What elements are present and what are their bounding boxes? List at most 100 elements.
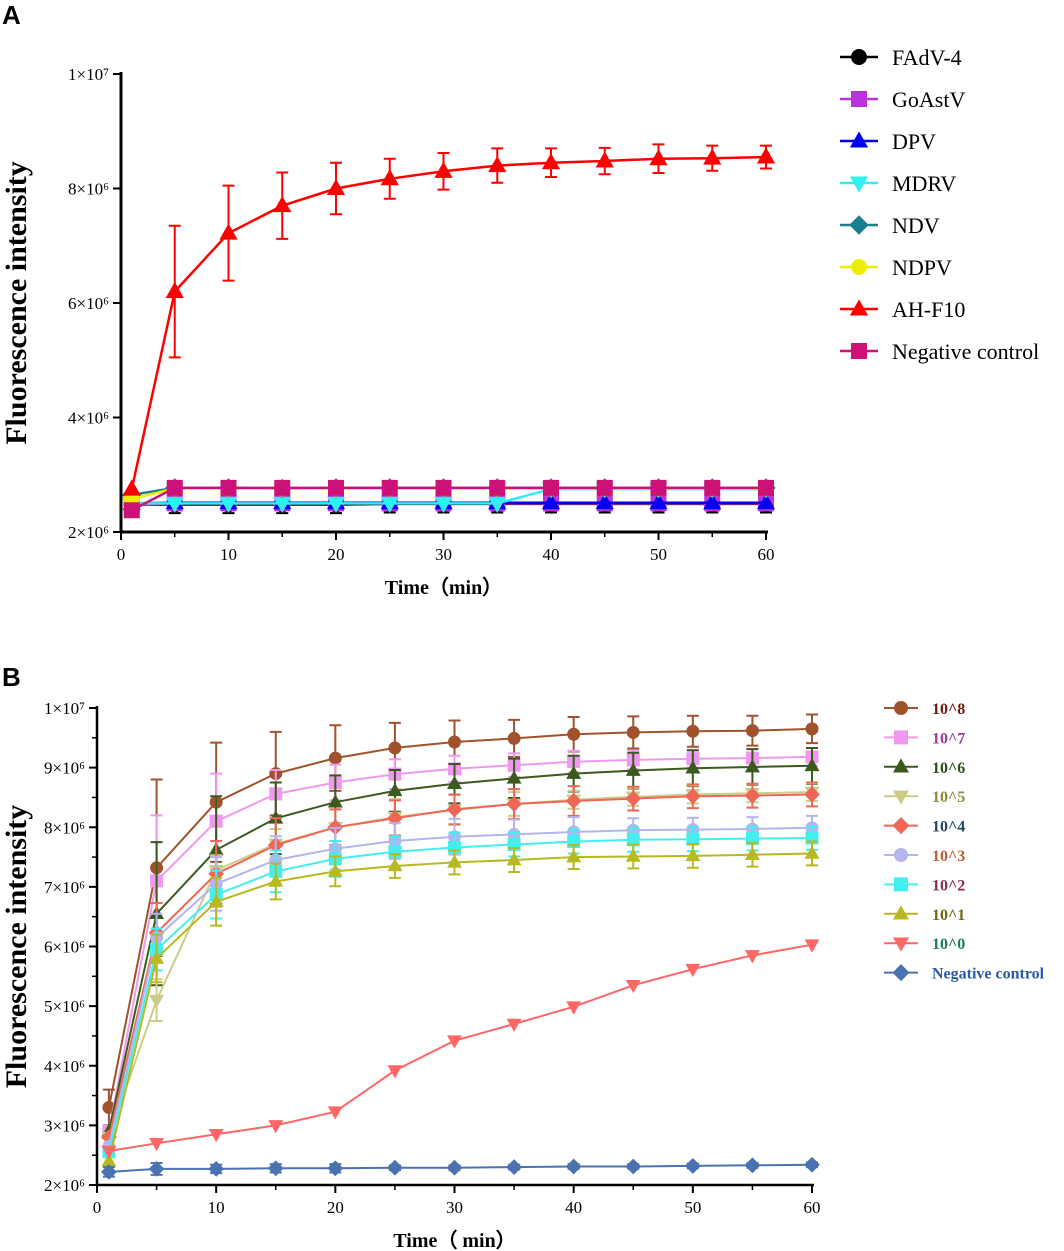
y-tick-label: 5×10⁶ bbox=[44, 997, 85, 1016]
data-point bbox=[685, 760, 701, 774]
legend-label: NDPV bbox=[892, 255, 952, 280]
legend-marker bbox=[849, 131, 869, 148]
y-tick-label: 8×10⁶ bbox=[44, 818, 85, 837]
data-point bbox=[220, 479, 237, 496]
data-point bbox=[448, 735, 462, 749]
data-point bbox=[219, 223, 238, 240]
data-point bbox=[744, 759, 760, 773]
data-point bbox=[208, 893, 224, 908]
data-point bbox=[684, 788, 701, 805]
legend-item-ndpv: NDPV bbox=[840, 255, 952, 280]
legend-label: DPV bbox=[892, 129, 936, 154]
data-point bbox=[435, 479, 452, 496]
x-tick-label: 60 bbox=[804, 1198, 821, 1217]
data-point bbox=[447, 775, 462, 790]
series-line bbox=[107, 755, 813, 1132]
legend-label: 10^4 bbox=[932, 819, 965, 836]
legend-marker bbox=[849, 176, 869, 193]
data-point bbox=[567, 727, 581, 741]
data-point bbox=[380, 169, 399, 186]
legend-marker bbox=[894, 877, 908, 892]
legend-item-ah-f10: AH-F10 bbox=[840, 297, 965, 322]
data-point bbox=[744, 950, 760, 964]
legend-marker bbox=[892, 790, 910, 805]
data-point bbox=[805, 722, 819, 736]
data-point bbox=[208, 1160, 225, 1177]
legend-marker bbox=[892, 758, 910, 773]
x-axis-title: Time（min） bbox=[385, 576, 502, 599]
y-tick-label: 1×10⁷ bbox=[44, 699, 85, 718]
data-point bbox=[596, 479, 613, 496]
data-point bbox=[566, 765, 582, 779]
data-point bbox=[381, 479, 398, 496]
data-point bbox=[149, 950, 165, 964]
legend-label: Negative control bbox=[932, 966, 1045, 983]
data-point bbox=[506, 796, 522, 812]
legend-label: FAdV-4 bbox=[892, 45, 962, 70]
data-point bbox=[446, 1159, 463, 1176]
legend-item-dpv: DPV bbox=[840, 129, 936, 154]
y-tick-label: 1×10⁷ bbox=[68, 65, 109, 84]
data-point bbox=[686, 724, 700, 738]
legend-label: 10^0 bbox=[932, 936, 965, 953]
data-point bbox=[804, 757, 820, 772]
legend-item-10-4: 10^4 bbox=[884, 817, 965, 836]
legend-label: MDRV bbox=[892, 171, 956, 196]
legend-item-10-0: 10^0 bbox=[884, 936, 965, 953]
y-tick-label: 2×10⁶ bbox=[68, 523, 109, 542]
y-tick-label: 8×10⁶ bbox=[68, 180, 109, 199]
data-point bbox=[685, 963, 701, 978]
data-point bbox=[565, 1158, 582, 1175]
data-point bbox=[745, 832, 759, 846]
legend-label: Negative control bbox=[892, 339, 1039, 364]
data-point bbox=[101, 1163, 117, 1180]
data-point bbox=[506, 852, 522, 866]
legend-marker bbox=[892, 964, 910, 982]
legend-item-negative-control: Negative control bbox=[840, 339, 1039, 364]
x-tick-label: 10 bbox=[220, 545, 237, 564]
data-point bbox=[273, 196, 292, 213]
y-tick-label: 2×10⁶ bbox=[44, 1176, 85, 1195]
data-point bbox=[506, 770, 522, 784]
series-line bbox=[130, 155, 767, 490]
y-axis-title: Fluorescence intensity bbox=[0, 805, 33, 1089]
data-point bbox=[446, 801, 463, 818]
data-point bbox=[625, 1158, 642, 1175]
data-point bbox=[703, 148, 722, 165]
legend-item-10-7: 10^7 bbox=[884, 730, 965, 747]
legend-marker bbox=[851, 259, 868, 275]
data-point bbox=[649, 149, 668, 166]
y-tick-label: 4×10⁶ bbox=[44, 1057, 85, 1076]
data-point bbox=[626, 833, 640, 847]
data-point bbox=[804, 845, 820, 859]
x-tick-label: 20 bbox=[328, 545, 345, 564]
legend-label: 10^8 bbox=[932, 701, 965, 718]
legend-marker bbox=[849, 215, 869, 235]
data-point bbox=[649, 493, 668, 510]
legend-label: NDV bbox=[892, 213, 940, 238]
chart-a: 0 10 20 30 40 50 60 2×10⁶ 4×10⁶ 6×10⁶ 8×10⁶ 1×10⁷ Ti… bbox=[0, 45, 1039, 599]
y-tick-label: 9×10⁶ bbox=[44, 759, 85, 778]
data-point bbox=[387, 858, 403, 872]
data-point bbox=[387, 1065, 403, 1079]
x-tick-label: 0 bbox=[117, 545, 126, 564]
series-10-2 bbox=[102, 825, 819, 1159]
data-point bbox=[566, 849, 582, 863]
data-point bbox=[388, 741, 402, 755]
legend-item-goastv: GoAstV bbox=[840, 87, 965, 112]
legend-item-negative-control: Negative control bbox=[884, 964, 1045, 983]
data-point bbox=[744, 787, 761, 804]
x-tick-label: 40 bbox=[543, 545, 560, 564]
series-line bbox=[108, 943, 813, 1152]
data-point bbox=[625, 790, 642, 807]
x-tick-label: 40 bbox=[565, 1198, 582, 1217]
data-point bbox=[744, 1157, 761, 1174]
legend-label: 10^1 bbox=[932, 907, 965, 924]
data-point bbox=[650, 479, 667, 496]
legend-marker bbox=[892, 937, 910, 952]
data-point bbox=[804, 786, 820, 803]
data-point bbox=[166, 479, 183, 496]
data-point bbox=[506, 1159, 522, 1176]
series-negative-control bbox=[101, 1156, 820, 1180]
